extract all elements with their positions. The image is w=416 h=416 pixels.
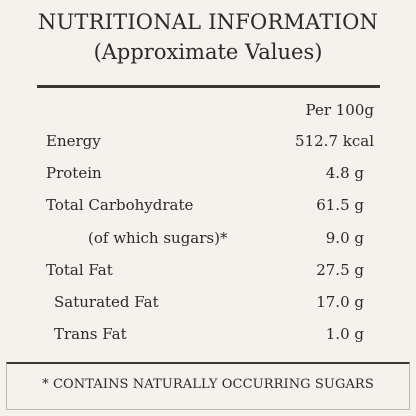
row-value-saturated-fat: 17.0 g	[316, 293, 364, 311]
row-label-protein: Protein	[46, 164, 102, 182]
header-divider	[37, 85, 380, 88]
row-label-trans-fat: Trans Fat	[54, 325, 127, 343]
row-label-saturated-fat: Saturated Fat	[54, 293, 159, 311]
row-label-total-carbohydrate: Total Carbohydrate	[46, 196, 194, 214]
row-label-total-fat: Total Fat	[46, 261, 113, 279]
row-value-total-carbohydrate: 61.5 g	[316, 196, 364, 214]
label-subtitle: (Approximate Values)	[93, 40, 323, 64]
footer-note: * CONTAINS NATURALLY OCCURRING SUGARS	[42, 377, 374, 392]
footer-box	[6, 362, 410, 410]
column-header-per-100g: Per 100g	[305, 101, 374, 119]
label-title: NUTRITIONAL INFORMATION	[37, 10, 379, 34]
row-value-sugars: 9.0 g	[325, 229, 364, 247]
row-label-sugars: (of which sugars)*	[88, 229, 228, 247]
row-label-energy: Energy	[46, 132, 101, 150]
row-value-trans-fat: 1.0 g	[325, 325, 364, 343]
row-value-total-fat: 27.5 g	[316, 261, 364, 279]
row-value-energy: 512.7 kcal	[295, 132, 374, 150]
row-value-protein: 4.8 g	[325, 164, 364, 182]
